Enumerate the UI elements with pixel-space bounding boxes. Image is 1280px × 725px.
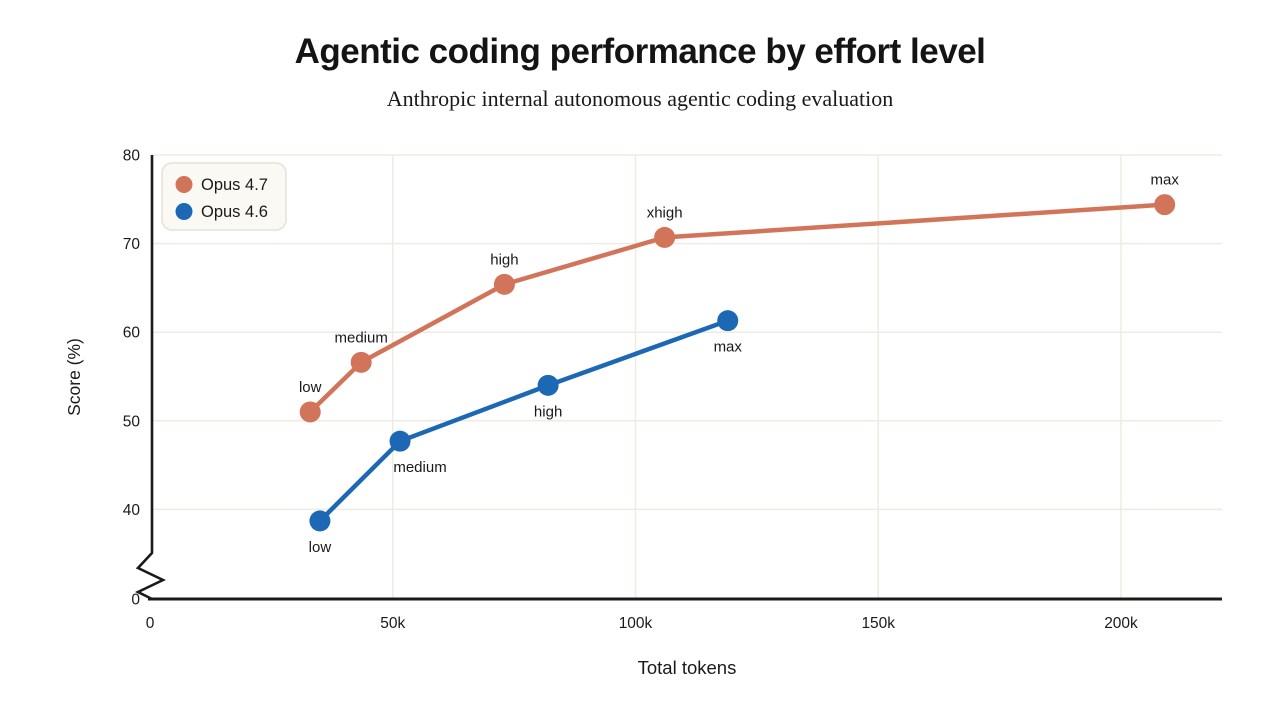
y-tick-label: 60 (123, 325, 141, 342)
y-axis-line (135, 155, 167, 601)
data-point (389, 430, 411, 452)
point-label: xhigh (647, 204, 683, 221)
data-point (350, 351, 372, 373)
x-tick-label: 0 (146, 615, 155, 632)
point-label: low (309, 539, 332, 556)
legend-marker (175, 176, 193, 193)
x-tick-label: 200k (1104, 615, 1138, 632)
point-label: high (534, 403, 562, 420)
point-label: low (299, 379, 322, 396)
y-tick-label: 40 (123, 502, 141, 519)
point-label: medium (335, 329, 388, 346)
x-tick-label: 100k (619, 615, 653, 632)
data-point (1154, 194, 1176, 216)
point-label: max (714, 339, 743, 356)
y-tick-label: 70 (123, 236, 141, 253)
legend-box (161, 162, 287, 231)
y-tick-label: 0 (131, 592, 140, 609)
legend-item-label: Opus 4.7 (201, 176, 268, 194)
y-tick-label: 80 (123, 148, 141, 165)
data-point (493, 273, 515, 295)
series-line-opus-4-6 (317, 318, 730, 524)
chart-title: Agentic coding performance by effort lev… (294, 32, 986, 71)
x-tick-label: 150k (861, 615, 895, 632)
data-point (717, 310, 739, 332)
x-tick-label: 50k (380, 615, 405, 632)
legend-item-label: Opus 4.6 (201, 203, 268, 221)
point-label: high (490, 251, 518, 268)
y-tick-label: 50 (123, 413, 141, 430)
x-axis-title: Total tokens (638, 657, 737, 678)
chart-subtitle: Anthropic internal autonomous agentic co… (386, 86, 894, 111)
y-axis-title: Score (%) (64, 338, 84, 416)
point-label: medium (393, 459, 446, 476)
data-point (309, 510, 331, 532)
data-point (299, 401, 321, 423)
legend: Opus 4.7 Opus 4.6 (161, 162, 287, 231)
point-label: max (1151, 172, 1180, 189)
data-point (537, 374, 559, 396)
data-point (654, 226, 676, 248)
legend-marker (175, 203, 193, 220)
series-line-opus-4-7 (307, 202, 1167, 415)
